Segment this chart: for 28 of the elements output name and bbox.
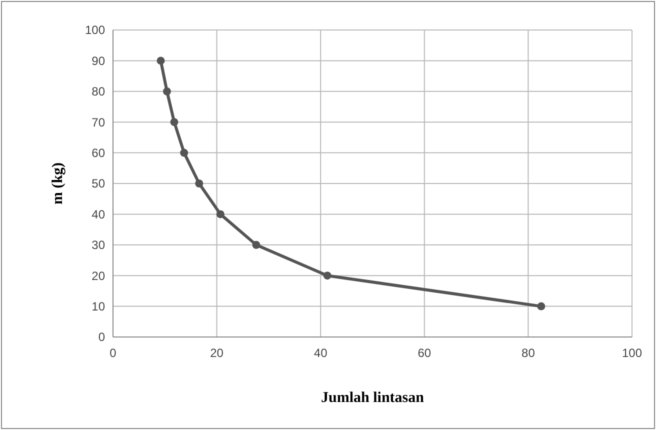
point [537, 302, 546, 310]
point [216, 210, 224, 218]
y-tick-label: 0 [98, 330, 106, 344]
x-tick-label: 80 [522, 346, 536, 360]
x-tick-label: 0 [110, 346, 117, 360]
y-tick-label: 80 [92, 84, 106, 99]
x-tick-label: 60 [418, 346, 432, 360]
point [252, 240, 260, 249]
y-tick-label: 90 [92, 54, 106, 68]
y-tick-label: 10 [92, 300, 106, 314]
point [195, 180, 204, 188]
y-tick-label: 70 [92, 115, 106, 130]
x-tick-label: 20 [210, 346, 224, 360]
y-tick-label: 50 [92, 176, 106, 191]
point [156, 56, 165, 65]
x-axis-title: Jumlah lintasan [321, 390, 425, 406]
point [162, 87, 171, 96]
y-tick-label: 20 [92, 268, 106, 283]
y-tick-label: 100 [84, 23, 106, 38]
x-tick-label: 100 [622, 346, 642, 360]
point [170, 118, 178, 126]
point [180, 148, 188, 157]
y-tick-label: 30 [92, 238, 106, 252]
y-tick-label: 40 [92, 207, 106, 222]
point [323, 272, 332, 280]
y-axis-title: m (kg) [50, 162, 66, 205]
x-tick-label: 40 [314, 346, 328, 360]
y-tick-label: 60 [92, 146, 106, 160]
